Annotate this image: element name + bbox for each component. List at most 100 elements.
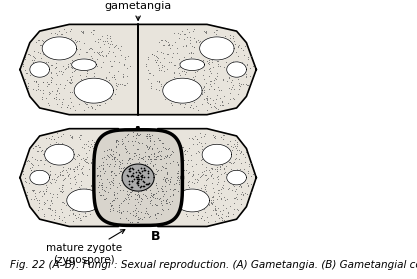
Point <box>199 157 206 161</box>
Point <box>209 153 216 158</box>
Point <box>214 59 220 64</box>
Point <box>149 194 156 199</box>
Point <box>188 80 195 85</box>
Point <box>100 162 106 167</box>
Point <box>196 140 202 145</box>
Point <box>32 193 39 198</box>
Point <box>226 204 233 208</box>
Point <box>67 186 74 190</box>
Point <box>156 40 162 45</box>
Point <box>138 189 145 194</box>
Point <box>186 35 193 40</box>
Point <box>136 141 142 145</box>
Point <box>106 78 112 83</box>
Point <box>226 75 232 80</box>
Point <box>138 197 145 201</box>
Point <box>49 201 55 205</box>
Point <box>77 133 84 137</box>
Point <box>153 49 160 53</box>
Point <box>116 159 123 163</box>
Point <box>138 217 145 221</box>
Point <box>213 32 219 36</box>
Point <box>174 162 181 166</box>
Point <box>209 195 216 199</box>
Point <box>166 194 173 198</box>
Point <box>203 107 210 112</box>
Point <box>45 103 52 108</box>
Point <box>118 142 125 146</box>
Point <box>130 171 137 175</box>
Point <box>110 50 116 54</box>
Point <box>213 212 219 216</box>
Point <box>128 170 135 175</box>
Point <box>134 189 141 194</box>
Point <box>75 65 82 69</box>
Point <box>142 150 148 154</box>
Point <box>25 52 32 57</box>
Point <box>122 54 128 59</box>
Point <box>156 79 163 84</box>
Point <box>132 196 138 201</box>
Point <box>214 50 220 54</box>
Point <box>47 136 54 141</box>
Point <box>91 144 98 148</box>
Point <box>204 97 211 101</box>
Point <box>133 193 140 197</box>
Point <box>166 42 173 47</box>
Point <box>43 145 50 150</box>
Polygon shape <box>163 78 202 103</box>
Point <box>230 212 236 216</box>
Point <box>25 158 31 162</box>
Point <box>65 172 72 177</box>
Point <box>111 156 118 160</box>
Point <box>68 45 74 49</box>
Point <box>119 139 126 143</box>
Point <box>182 99 188 104</box>
Point <box>94 49 100 54</box>
Point <box>214 187 221 192</box>
Point <box>75 66 81 71</box>
Point <box>35 84 42 88</box>
Point <box>184 162 191 166</box>
Point <box>246 80 253 85</box>
Point <box>67 200 74 205</box>
Point <box>180 145 186 150</box>
Point <box>152 155 159 160</box>
Point <box>157 153 163 157</box>
Point <box>145 153 151 158</box>
Point <box>218 37 224 41</box>
Point <box>64 169 70 174</box>
Point <box>162 95 168 99</box>
Point <box>242 160 249 164</box>
Point <box>125 132 131 136</box>
Point <box>229 85 235 90</box>
Point <box>207 82 214 86</box>
Point <box>207 174 214 178</box>
Point <box>135 220 141 224</box>
Point <box>200 85 206 90</box>
Point <box>185 179 192 183</box>
Point <box>69 166 76 171</box>
Point <box>133 170 139 174</box>
Point <box>139 175 146 179</box>
Point <box>20 169 26 174</box>
Point <box>216 165 223 169</box>
Point <box>217 49 224 54</box>
Point <box>199 170 206 174</box>
Point <box>191 81 197 85</box>
Point <box>104 91 111 96</box>
Point <box>149 179 156 184</box>
Point <box>123 147 129 152</box>
Point <box>147 139 154 144</box>
Point <box>143 136 150 141</box>
Point <box>110 181 116 185</box>
Point <box>151 142 157 147</box>
Point <box>117 169 124 174</box>
Point <box>45 173 52 178</box>
Point <box>93 184 99 188</box>
Point <box>231 141 237 146</box>
Point <box>185 82 191 87</box>
Point <box>110 149 116 154</box>
Point <box>156 149 162 153</box>
Point <box>188 136 195 140</box>
